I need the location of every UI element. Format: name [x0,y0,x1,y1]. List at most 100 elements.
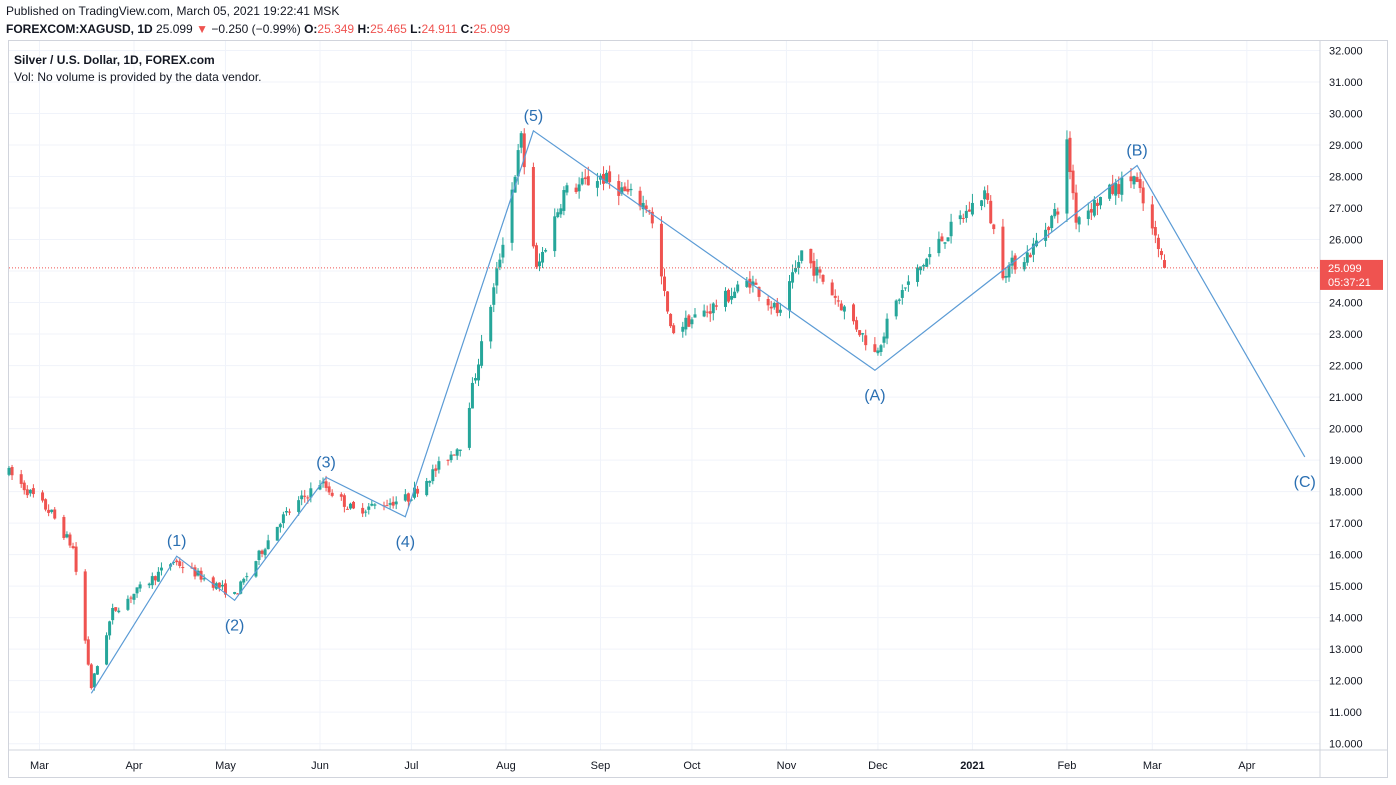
candle-body [211,577,215,588]
candle-body [714,305,718,307]
wave-label: (B) [1126,142,1147,159]
candle-body [449,454,453,461]
candle-body [1120,177,1124,195]
high-label: H: [357,22,371,36]
candle-body [620,187,624,194]
candle-body [1086,210,1090,219]
x-tick-label: Jul [404,760,418,772]
candle-body [986,193,990,200]
candle-body [778,309,782,313]
candle-body [62,516,66,538]
candle-body [114,607,118,611]
wave-label: (C) [1294,474,1316,491]
candle-body [1056,211,1060,215]
candle-body [861,333,865,335]
candle-body [708,311,712,314]
candle-body [1013,255,1017,270]
x-tick-label: Mar [1143,760,1162,772]
quote-line: FOREXCOM:XAGUSD, 1D 25.099 ▼ −0.250 (−0.… [6,22,510,36]
candle-body [1065,139,1069,214]
candle-body [266,540,270,550]
candle-body [233,592,237,594]
candle-body [903,287,907,289]
y-tick-label: 20.000 [1329,424,1363,436]
candle-body [983,190,987,200]
last-price-line: 25.099 05:37:21 [9,259,1383,290]
candle-body [736,284,740,292]
low-value: 24.911 [421,22,458,36]
candle-body [873,344,877,352]
x-tick-label: Dec [868,760,888,772]
candle-body [836,300,840,302]
candle-body [534,245,538,267]
candle-body [583,177,587,180]
candle-body [260,550,264,554]
candle-body [772,302,776,308]
candle-body [602,173,606,184]
candle-body [970,202,974,215]
candle-body [86,639,90,665]
y-tick-label: 30.000 [1329,108,1363,120]
candle-body [217,582,221,588]
candle-body [1095,202,1099,206]
candle-body [1159,251,1163,256]
candle-body [370,503,374,506]
candle-body [117,610,121,613]
candle-body [278,524,282,528]
price-axis: 10.000 11.000 12.000 13.000 14.000 15.000 16.0… [1319,41,1363,777]
candle-body [7,467,11,475]
candle-body [150,576,154,586]
wave-label: (1) [167,533,187,550]
y-tick-label: 26.000 [1329,235,1363,247]
candle-body [1129,176,1133,182]
candle-body [711,303,715,314]
candle-body [394,501,398,505]
candle-body [894,300,898,317]
candle-body [925,258,929,267]
candle-body [833,295,837,298]
candle-body [537,261,541,267]
candle-body [284,511,288,513]
candle-body [1053,208,1057,217]
candle-body [1010,257,1014,266]
candle-body [175,560,179,563]
candle-body [181,567,185,569]
candle-body [928,254,932,258]
candle-body [897,299,901,301]
candle-body [416,488,420,494]
candle-body [730,295,734,300]
candle-body [858,330,862,336]
published-note: Published on TradingView.com, March 05, … [6,4,340,18]
candle-body [745,280,749,287]
candle-body [1068,137,1072,173]
candle-body [156,571,160,582]
candle-body [1141,187,1145,204]
candle-body [638,190,642,207]
candle-body [1071,170,1075,194]
y-tick-label: 11.000 [1329,707,1362,719]
candle-body [126,598,130,610]
candle-body [659,223,663,277]
candles [7,128,1167,691]
candle-body [733,291,737,299]
candle-body [1028,254,1032,258]
candle-body [1098,196,1102,206]
candle-body [586,176,590,186]
candle-body [287,511,291,513]
candle-body [391,501,395,506]
candle-body [544,250,548,252]
candle-body [876,350,880,354]
candle-body [480,341,484,366]
candle-body [989,200,993,224]
candle-body [541,251,545,263]
candle-body [666,291,670,312]
candle-body [879,345,883,352]
candle-body [900,290,904,298]
chart-frame [8,40,1388,778]
candle-body [458,449,462,451]
candle-body [135,587,139,594]
y-tick-label: 13.000 [1329,644,1363,656]
y-tick-label: 14.000 [1329,613,1363,625]
candle-body [1001,226,1005,279]
